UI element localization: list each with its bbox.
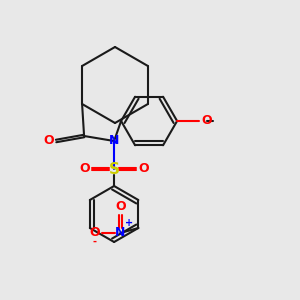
Text: S: S [109,161,120,176]
Text: N: N [115,226,125,239]
Text: O: O [80,163,90,176]
Text: -: - [92,237,96,247]
Text: O: O [115,200,126,213]
Text: O: O [138,163,149,176]
Text: N: N [109,134,119,148]
Text: +: + [125,218,134,228]
Text: O: O [201,115,212,128]
Text: O: O [44,134,54,148]
Text: O: O [90,226,100,239]
